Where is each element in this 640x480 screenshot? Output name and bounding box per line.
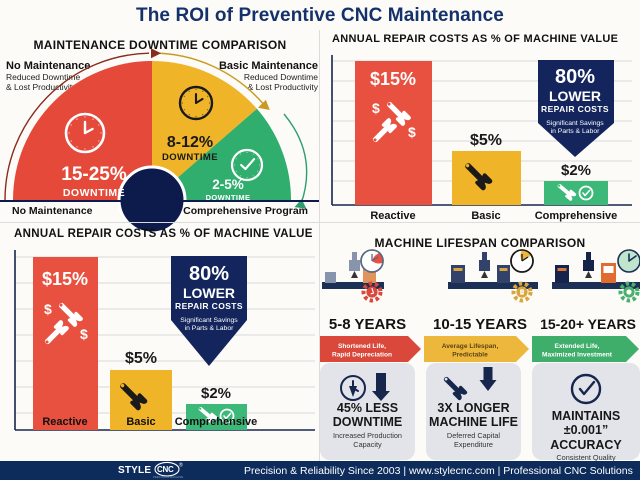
svg-text:Rapid Depreciation: Rapid Depreciation [332, 352, 392, 359]
svg-text:$15%: $15% [370, 69, 416, 89]
svg-text:Reactive: Reactive [42, 416, 87, 428]
svg-text:Significant Savings: Significant Savings [546, 120, 604, 127]
svg-text:$: $ [44, 301, 52, 317]
svg-text:Significant Savings: Significant Savings [180, 317, 238, 324]
svg-text:®: ® [179, 462, 183, 469]
svg-text:8-12%: 8-12% [167, 134, 213, 151]
svg-text:2-5%: 2-5% [212, 177, 244, 192]
svg-text:REPAIR COSTS: REPAIR COSTS [175, 301, 243, 311]
svg-text:Extended Life,: Extended Life, [554, 343, 599, 350]
svg-text:Shortened Life,: Shortened Life, [338, 343, 386, 350]
svg-text:REPAIR COSTS: REPAIR COSTS [541, 104, 609, 114]
svg-text:STYLE: STYLE [118, 465, 151, 476]
svg-text:Comprehensive: Comprehensive [535, 210, 618, 222]
svg-text:Maximized Investment: Maximized Investment [542, 352, 613, 359]
svg-text:$2%: $2% [561, 162, 591, 179]
svg-text:CNC: CNC [157, 465, 174, 474]
svg-text:15-25%: 15-25% [61, 164, 127, 185]
svg-text:LOWER: LOWER [183, 285, 235, 301]
svg-text:$: $ [80, 326, 88, 342]
svg-text:in Parts & Labor: in Parts & Labor [551, 128, 600, 135]
svg-text:Comprehensive: Comprehensive [175, 416, 258, 428]
svg-text:$5%: $5% [125, 350, 157, 367]
svg-text:in Parts & Labor: in Parts & Labor [185, 325, 234, 332]
svg-text:Basic: Basic [126, 416, 155, 428]
svg-text:DOWNTIME: DOWNTIME [63, 187, 125, 199]
svg-text:Reactive: Reactive [370, 210, 415, 222]
svg-text:Predictable: Predictable [452, 352, 488, 359]
svg-text:PRECISION MACHINE: PRECISION MACHINE [153, 475, 183, 479]
svg-text:$: $ [408, 124, 416, 140]
svg-text:$: $ [372, 100, 380, 116]
svg-text:Average Lifespan,: Average Lifespan, [442, 343, 499, 350]
svg-text:DOWNTIME: DOWNTIME [162, 152, 218, 163]
svg-text:LOWER: LOWER [549, 88, 601, 104]
svg-text:$5%: $5% [470, 132, 502, 149]
svg-text:Basic: Basic [471, 210, 500, 222]
svg-text:80%: 80% [555, 66, 595, 88]
svg-text:$15%: $15% [42, 269, 88, 289]
svg-text:80%: 80% [189, 263, 229, 285]
svg-text:$2%: $2% [201, 385, 231, 402]
